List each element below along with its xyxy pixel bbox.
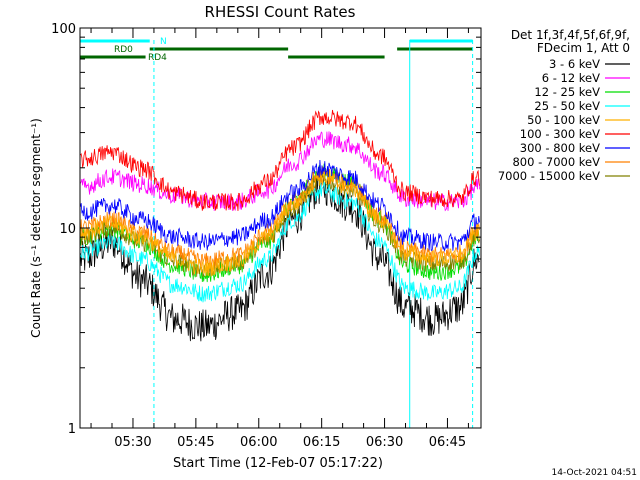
legend-label-4: 50 - 100 keV <box>527 113 600 127</box>
series-lines <box>80 109 480 342</box>
legend-header-line-2: FDecim 1, Att 0 <box>537 41 630 55</box>
series-line-1 <box>80 131 480 212</box>
legend-label-3: 25 - 50 keV <box>534 99 600 113</box>
series-line-3 <box>80 181 480 303</box>
flag-label-0: N <box>160 37 167 47</box>
y-tick-label: 100 <box>51 22 76 37</box>
footer-timestamp: 14-Oct-2021 04:51 <box>552 468 637 478</box>
series-line-5 <box>80 109 480 211</box>
x-tick-label: 06:15 <box>303 435 340 450</box>
x-axis-label: Start Time (12-Feb-07 05:17:22) <box>173 456 383 471</box>
legend-label-7: 800 - 7000 keV <box>512 155 600 169</box>
y-axis-label: Count Rate (s⁻¹ detector segment⁻¹) <box>29 118 43 338</box>
legend-label-0: 3 - 6 keV <box>549 57 600 71</box>
x-tick-label: 05:45 <box>177 435 214 450</box>
legend-label-1: 6 - 12 keV <box>542 71 600 85</box>
x-tick-label: 06:45 <box>429 435 466 450</box>
legend: Det 1f,3f,4f,5f,6f,9f, FDecim 1, Att 0 3… <box>498 28 630 183</box>
flag-bars: N RD0 RD4 <box>80 37 473 63</box>
legend-label-8: 7000 - 15000 keV <box>498 169 600 183</box>
y-tick-label: 10 <box>59 222 76 237</box>
x-tick-label: 06:00 <box>240 435 277 450</box>
legend-label-6: 300 - 800 keV <box>520 141 600 155</box>
x-tick-label: 06:30 <box>366 435 403 450</box>
flag-label-2: RD4 <box>148 53 167 63</box>
series-line-6 <box>80 159 480 253</box>
chart-title: RHESSI Count Rates <box>205 3 356 21</box>
x-axis-ticks: 05:30 05:45 06:00 06:15 06:30 06:45 <box>90 28 469 450</box>
x-tick-label: 05:30 <box>114 435 151 450</box>
series-line-4 <box>80 168 480 277</box>
legend-header-line-1: Det 1f,3f,4f,5f,6f,9f, <box>511 28 630 42</box>
legend-label-2: 12 - 25 keV <box>534 85 600 99</box>
y-tick-label: 1 <box>68 422 76 437</box>
y-axis-ticks: 1 10 100 <box>51 22 481 437</box>
series-line-0 <box>80 169 480 342</box>
flag-label-1: RD0 <box>114 45 133 55</box>
legend-label-5: 100 - 300 keV <box>520 127 600 141</box>
